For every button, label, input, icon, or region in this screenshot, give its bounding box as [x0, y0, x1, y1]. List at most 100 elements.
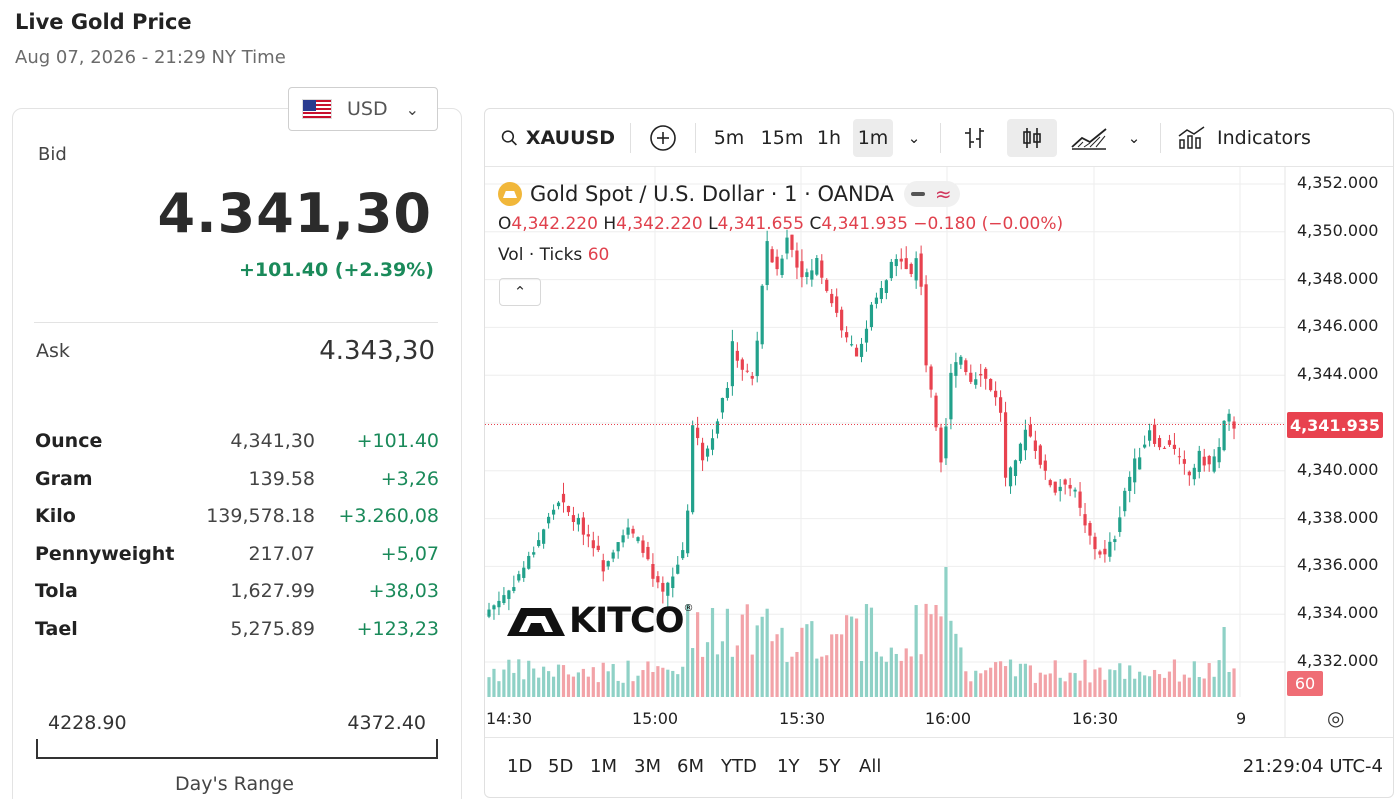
- collapse-legend-button[interactable]: ⌃: [499, 278, 541, 306]
- unit-row-tael: Tael 5,275.89 +123,23: [35, 618, 439, 656]
- chart-type-dropdown[interactable]: ⌄: [1121, 119, 1147, 157]
- volume-bar: [1008, 659, 1013, 697]
- interval-15m[interactable]: 15m: [760, 127, 804, 149]
- unit-change: +38,03: [368, 580, 439, 602]
- candle-body: [1003, 412, 1008, 478]
- candle-body: [984, 368, 988, 379]
- volume-bar: [1217, 660, 1221, 697]
- volume-bar: [1013, 676, 1018, 697]
- candle-body: [576, 517, 581, 525]
- y-tick-label: 4,334.000: [1297, 603, 1379, 622]
- volume-bar: [1033, 682, 1037, 697]
- candle-body: [998, 397, 1003, 413]
- candle-body: [1063, 479, 1067, 485]
- range-5d[interactable]: 5D: [548, 756, 574, 777]
- candle-body: [581, 517, 585, 535]
- compare-button[interactable]: [645, 119, 681, 157]
- volume-bar: [696, 612, 700, 697]
- volume-bar: [810, 621, 814, 697]
- interval-5m[interactable]: 5m: [713, 127, 745, 149]
- volume-bar: [646, 661, 650, 697]
- symbol-search[interactable]: XAUUSD: [497, 119, 615, 157]
- candle-body: [636, 537, 640, 542]
- range-1m[interactable]: 1M: [590, 756, 617, 777]
- candle-body: [616, 542, 620, 552]
- interval-dropdown[interactable]: ⌄: [901, 119, 927, 157]
- volume-bar: [1048, 673, 1052, 697]
- candle-body: [939, 427, 943, 463]
- range-6m[interactable]: 6M: [677, 756, 704, 777]
- range-1y[interactable]: 1Y: [777, 756, 800, 777]
- candle-body: [661, 582, 665, 592]
- x-tick-label: 15:30: [779, 709, 826, 728]
- candle-body: [542, 529, 546, 544]
- volume-bar: [1128, 665, 1132, 697]
- candle-body: [1068, 484, 1072, 489]
- volume-bar: [542, 666, 546, 697]
- candle-body: [1023, 429, 1028, 451]
- candle-body: [1232, 421, 1236, 429]
- ohlc-high: 4,342.220: [616, 214, 703, 234]
- candle-body: [1133, 458, 1137, 483]
- candle-body: [1162, 447, 1167, 449]
- divider: [34, 322, 438, 323]
- interval-1h[interactable]: 1h: [816, 127, 842, 149]
- interval-1m[interactable]: 1m: [853, 119, 893, 157]
- candle-body: [1093, 536, 1097, 550]
- chart-toolbar: XAUUSD 5m 15m 1h 1m ⌄ ⌄ Indicators: [485, 109, 1393, 167]
- area-chart-type-button[interactable]: [1067, 119, 1111, 157]
- candle-body: [1187, 471, 1191, 476]
- candle-body: [760, 285, 764, 345]
- kitco-wordmark: KITCO: [569, 601, 684, 641]
- volume-bar: [815, 658, 819, 697]
- volume-bar: [998, 661, 1003, 697]
- candle-body: [1013, 460, 1018, 477]
- candles-chart-type-button[interactable]: [1007, 119, 1057, 157]
- currency-select[interactable]: USD ⌄: [288, 87, 438, 131]
- price-chart[interactable]: [485, 167, 1394, 737]
- candle-body: [795, 250, 799, 268]
- volume-bar: [775, 634, 779, 697]
- legend-toggle-pill[interactable]: ≈: [903, 181, 960, 207]
- unit-change: +5,07: [380, 542, 439, 565]
- volume-bar: [561, 665, 566, 697]
- volume-bar: [1187, 677, 1191, 697]
- candle-body: [830, 293, 834, 304]
- volume-bar: [924, 603, 928, 697]
- candle-body: [1172, 444, 1177, 449]
- volume-bar: [1232, 668, 1236, 697]
- candle-body: [745, 370, 749, 372]
- range-1d[interactable]: 1D: [507, 756, 533, 777]
- candle-body: [1128, 476, 1132, 491]
- candle-body: [800, 261, 804, 278]
- minus-icon: [910, 192, 925, 196]
- ask-price: 4.343,30: [319, 336, 435, 366]
- candle-body: [835, 296, 839, 313]
- volume-bar: [1043, 674, 1047, 697]
- volume-bar: [641, 670, 645, 697]
- volume-bar: [710, 607, 715, 697]
- wave-icon: ≈: [934, 182, 952, 206]
- indicators-button[interactable]: Indicators: [1177, 119, 1327, 157]
- volume-bar: [825, 655, 829, 697]
- range-ytd[interactable]: YTD: [721, 756, 757, 777]
- volume-label: Vol · Ticks: [498, 245, 583, 265]
- bid-price: 4.341,30: [157, 182, 432, 245]
- volume-bar: [969, 681, 973, 697]
- volume-bar: [994, 662, 998, 697]
- candle-body: [1143, 444, 1147, 448]
- candle-body: [904, 258, 908, 270]
- range-3m[interactable]: 3M: [634, 756, 661, 777]
- range-all[interactable]: All: [859, 756, 882, 777]
- day-range-bar: [36, 739, 438, 759]
- day-range-high: 4372.40: [347, 712, 426, 734]
- settings-icon[interactable]: ◎: [1327, 706, 1345, 730]
- bid-label: Bid: [38, 144, 67, 165]
- range-5y[interactable]: 5Y: [818, 756, 841, 777]
- bar-chart-type-button[interactable]: [955, 119, 995, 157]
- candle-body: [1048, 480, 1052, 486]
- volume-bar: [700, 656, 705, 697]
- unit-price: 5,275.89: [230, 617, 315, 640]
- candle-body: [815, 258, 819, 275]
- candle-body: [974, 379, 978, 385]
